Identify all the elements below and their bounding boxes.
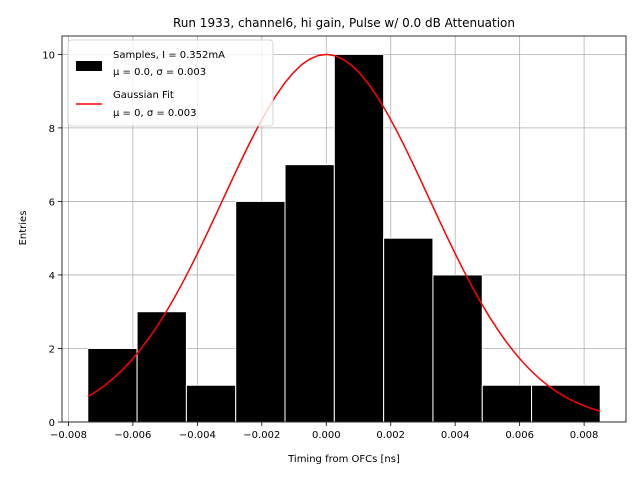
histogram-bar: [432, 274, 483, 423]
y-tick-label: 4: [49, 271, 55, 282]
histogram-bar: [87, 347, 138, 423]
legend-box: [67, 39, 274, 127]
histogram-bar: [235, 200, 286, 423]
chart-title: Run 1933, channel6, hi gain, Pulse w/ 0.…: [173, 16, 515, 30]
histogram-bar: [185, 384, 237, 423]
histogram-bar: [333, 53, 385, 423]
x-tick-label: 0.006: [505, 430, 534, 441]
y-tick-label: 10: [42, 50, 55, 61]
legend-label-samples: Samples, I = 0.352mA: [113, 50, 225, 61]
y-tick-label: 6: [49, 197, 55, 208]
histogram-bar: [136, 311, 187, 423]
x-tick-label: 0.000: [312, 430, 341, 441]
legend-label-samples-stats: μ = 0.0, σ = 0.003: [113, 67, 206, 78]
legend-label-fit: Gaussian Fit: [113, 90, 174, 101]
legend: Samples, I = 0.352mA μ = 0.0, σ = 0.003 …: [67, 39, 274, 127]
x-tick-label: 0.008: [570, 430, 599, 441]
histogram-bar: [284, 164, 335, 423]
x-axis-label: Timing from OFCs [ns]: [287, 454, 400, 465]
x-tick-label: −0.004: [179, 430, 216, 441]
legend-swatch-samples: [76, 61, 102, 71]
x-tick-label: −0.008: [50, 430, 87, 441]
histogram-bar: [481, 384, 533, 423]
histogram-bars: [87, 53, 601, 423]
x-tick-label: −0.006: [114, 430, 151, 441]
x-tick-label: 0.002: [376, 430, 405, 441]
x-tick-label: 0.004: [441, 430, 470, 441]
y-axis-label: Entries: [18, 211, 29, 246]
histogram-bar: [531, 384, 601, 423]
x-axis-ticks: −0.008 −0.006 −0.004 −0.002 0.000 0.002 0.004 0…: [50, 422, 598, 441]
gaussian-fit-line: [87, 53, 601, 412]
y-tick-label: 2: [49, 344, 55, 355]
y-axis-ticks: 0 2 4 6 8 10: [42, 50, 62, 429]
histogram-bar: [383, 237, 434, 423]
legend-label-fit-stats: μ = 0, σ = 0.003: [113, 108, 197, 119]
x-tick-label: −0.002: [243, 430, 280, 441]
y-tick-label: 8: [49, 124, 55, 135]
plot-frame: [61, 35, 627, 423]
y-tick-label: 0: [49, 418, 55, 429]
